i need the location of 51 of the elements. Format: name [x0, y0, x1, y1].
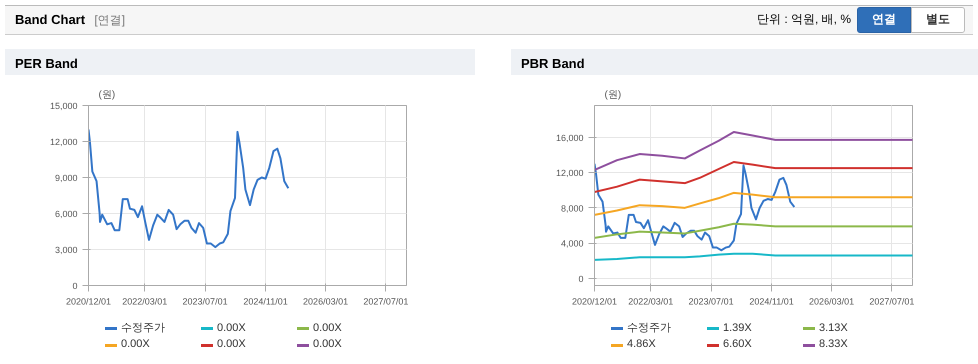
legend-label: 8.33X: [819, 337, 848, 352]
legend-label: 3.13X: [819, 320, 848, 336]
line-series: [594, 222, 912, 239]
y-tick-label: 9,000: [54, 173, 78, 183]
text: [연결]: [94, 12, 126, 27]
y-tick-label: 16,000: [556, 132, 584, 143]
x-tick-label: 2020/12/01: [66, 296, 112, 306]
line-series: [594, 160, 912, 193]
y-tick-label: 0: [578, 274, 584, 284]
x-tick-label: 2022/03/01: [122, 296, 168, 306]
x-tick-label: 2023/07/01: [688, 296, 734, 306]
y-tick-label: 6,000: [54, 209, 78, 219]
y-tick-label: 0: [72, 281, 78, 291]
x-tick-label: 2020/12/01: [572, 296, 618, 306]
x-tick-label: 2024/11/01: [749, 296, 794, 306]
x-tick-label: 2026/03/01: [809, 296, 854, 306]
x-tick-label: 2022/03/01: [628, 296, 674, 306]
text: 단위 : 억원, 배, %: [756, 12, 851, 26]
chart-title: PBR Band: [511, 49, 978, 75]
legend-label: 0.00X: [217, 320, 246, 336]
y-tick-label: 4,000: [560, 238, 584, 249]
line-series: [594, 252, 912, 261]
x-tick-label: 2027/07/01: [869, 296, 914, 306]
legend-label: 0.00X: [217, 337, 246, 352]
legend-label: 1.39X: [723, 320, 752, 336]
legend-label: 수정주가: [627, 320, 671, 336]
text: Band Chart: [15, 12, 86, 27]
line-series: [594, 162, 796, 252]
legend-label: 수정주가: [121, 320, 165, 336]
legend-label: 0.00X: [313, 320, 342, 336]
x-tick-label: 2023/07/01: [182, 296, 228, 306]
line-series: [594, 192, 912, 216]
line-series: [88, 128, 290, 248]
y-axis-title: (원): [604, 90, 622, 100]
text: 별도: [911, 7, 965, 33]
y-tick-label: 3,000: [54, 245, 78, 255]
legend-label: 0.00X: [121, 337, 150, 352]
y-tick-label: 8,000: [560, 203, 584, 214]
y-axis-title: (원): [98, 90, 116, 100]
y-tick-label: 12,000: [556, 168, 584, 178]
x-tick-label: 2027/07/01: [363, 296, 408, 306]
y-tick-label: 12,000: [50, 137, 78, 147]
legend-label: 6.60X: [723, 337, 752, 352]
legend-label: 0.00X: [313, 337, 342, 352]
text: 연결: [857, 7, 911, 33]
line-series: [594, 130, 912, 171]
y-tick-label: 15,000: [50, 101, 78, 111]
x-tick-label: 2026/03/01: [303, 296, 348, 306]
chart-title: PER Band: [5, 49, 475, 75]
x-tick-label: 2024/11/01: [243, 296, 288, 306]
legend-label: 4.86X: [627, 337, 656, 352]
